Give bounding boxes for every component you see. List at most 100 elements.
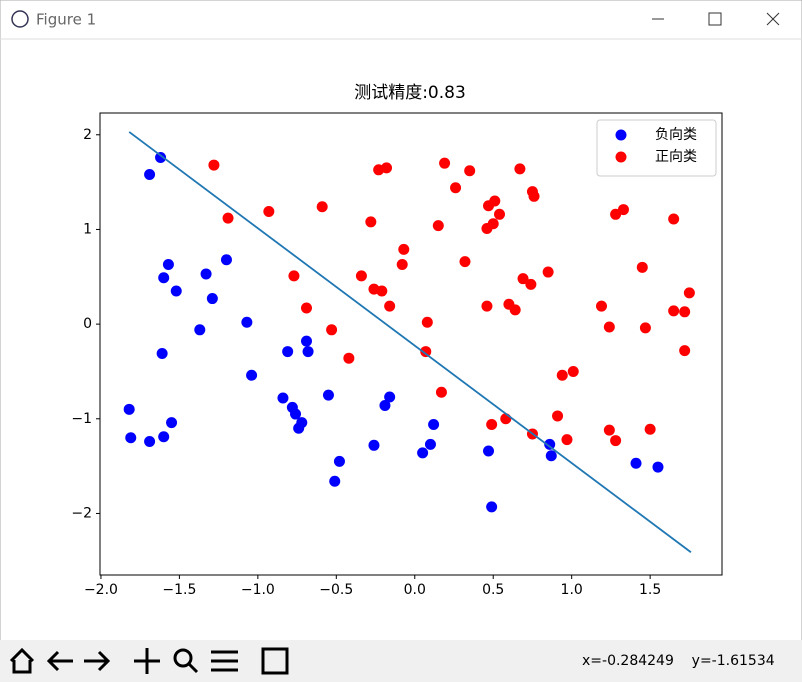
scatter-point bbox=[316, 201, 328, 213]
scatter-point bbox=[384, 300, 396, 312]
y-tick-label: 2 bbox=[83, 127, 92, 143]
scatter-point bbox=[384, 391, 396, 403]
x-tick-label: −2.0 bbox=[84, 582, 118, 598]
save-button[interactable] bbox=[261, 647, 289, 675]
scatter-point bbox=[144, 169, 156, 181]
maximize-button[interactable] bbox=[708, 12, 722, 26]
chart-title: 测试精度:0.83 bbox=[354, 83, 466, 103]
scatter-point bbox=[208, 159, 220, 171]
scatter-point bbox=[450, 182, 462, 194]
scatter-point bbox=[483, 445, 495, 457]
scatter-point bbox=[500, 413, 512, 425]
legend-label: 负向类 bbox=[655, 127, 697, 143]
scatter-point bbox=[144, 436, 156, 448]
legend-marker bbox=[615, 129, 627, 141]
scatter-point bbox=[156, 347, 168, 359]
cursor-readout: x=-0.284249 y=-1.61534 bbox=[582, 653, 775, 669]
x-tick-label: −1.0 bbox=[241, 582, 275, 598]
scatter-point bbox=[333, 455, 345, 467]
scatter-point bbox=[282, 346, 294, 358]
scatter-point bbox=[509, 304, 521, 316]
scatter-point bbox=[241, 316, 253, 328]
scatter-point bbox=[155, 151, 167, 163]
scatter-point bbox=[525, 278, 537, 290]
scatter-point bbox=[158, 431, 170, 443]
scatter-point bbox=[668, 213, 680, 225]
scatter-point bbox=[542, 266, 554, 278]
scatter-point bbox=[326, 324, 338, 336]
scatter-point bbox=[158, 272, 170, 284]
scatter-point bbox=[365, 216, 377, 228]
scatter-point bbox=[668, 305, 680, 317]
scatter-point bbox=[200, 268, 212, 280]
home-button[interactable] bbox=[9, 647, 35, 674]
scatter-point bbox=[486, 418, 498, 430]
y-tick-label: −1 bbox=[71, 411, 92, 427]
scatter-point bbox=[486, 501, 498, 513]
scatter-point bbox=[420, 346, 432, 358]
scatter-point bbox=[329, 475, 341, 487]
scatter-point bbox=[644, 423, 656, 435]
scatter-point bbox=[683, 287, 695, 299]
scatter-point bbox=[603, 321, 615, 333]
scatter-point bbox=[428, 418, 440, 430]
scatter-point bbox=[556, 369, 568, 381]
scatter-point bbox=[417, 447, 429, 459]
scatter-point bbox=[290, 408, 302, 420]
scatter-point bbox=[206, 293, 218, 305]
scatter-point bbox=[246, 369, 258, 381]
scatter-point bbox=[639, 322, 651, 334]
toolbar-buttons bbox=[9, 647, 289, 675]
scatter-point bbox=[376, 285, 388, 297]
scatter-point bbox=[561, 434, 573, 446]
y-tick-label: 1 bbox=[83, 221, 92, 237]
scatter-point bbox=[493, 208, 505, 220]
forward-button[interactable] bbox=[84, 650, 111, 672]
scatter-point bbox=[679, 306, 691, 318]
scatter-point bbox=[322, 389, 334, 401]
scatter-point bbox=[125, 432, 137, 444]
scatter-point bbox=[435, 386, 447, 398]
pan-button[interactable] bbox=[134, 648, 160, 674]
legend-label: 正向类 bbox=[655, 149, 697, 165]
axes-frame bbox=[99, 112, 723, 576]
scatter-point bbox=[300, 335, 312, 347]
back-button[interactable] bbox=[46, 650, 73, 672]
scatter-point bbox=[487, 218, 499, 230]
scatter-point bbox=[379, 400, 391, 412]
window-title: Figure 1 bbox=[36, 11, 96, 29]
x-tick-label: −1.5 bbox=[162, 582, 196, 598]
scatter-point bbox=[166, 417, 178, 429]
scatter-point bbox=[277, 392, 289, 404]
scatter-point bbox=[545, 450, 557, 462]
scatter-point bbox=[162, 258, 174, 270]
scatter-point bbox=[481, 300, 493, 312]
y-tick-label: 0 bbox=[83, 316, 92, 332]
x-tick-label: 0.0 bbox=[404, 582, 426, 598]
legend-marker bbox=[615, 151, 627, 163]
scatter-point bbox=[123, 403, 135, 415]
scatter-point bbox=[421, 316, 433, 328]
zoom-button[interactable] bbox=[173, 648, 199, 674]
scatter-point bbox=[293, 422, 305, 434]
scatter-point bbox=[636, 261, 648, 273]
scatter-point bbox=[302, 346, 314, 358]
close-button[interactable] bbox=[766, 12, 780, 26]
scatter-point bbox=[514, 163, 526, 175]
scatter-point bbox=[343, 352, 355, 364]
scatter-point bbox=[396, 258, 408, 270]
scatter-point bbox=[300, 302, 312, 314]
scatter-point bbox=[552, 410, 564, 422]
configure-button[interactable] bbox=[211, 650, 238, 672]
scatter-point bbox=[194, 324, 206, 336]
scatter-point bbox=[368, 439, 380, 451]
x-tick-label: 1.5 bbox=[639, 582, 661, 598]
scatter-point bbox=[439, 157, 451, 169]
scatter-point bbox=[355, 270, 367, 282]
fit-line bbox=[128, 131, 692, 553]
scatter-point bbox=[222, 212, 234, 224]
scatter-point bbox=[464, 165, 476, 177]
toolbar bbox=[0, 640, 802, 682]
